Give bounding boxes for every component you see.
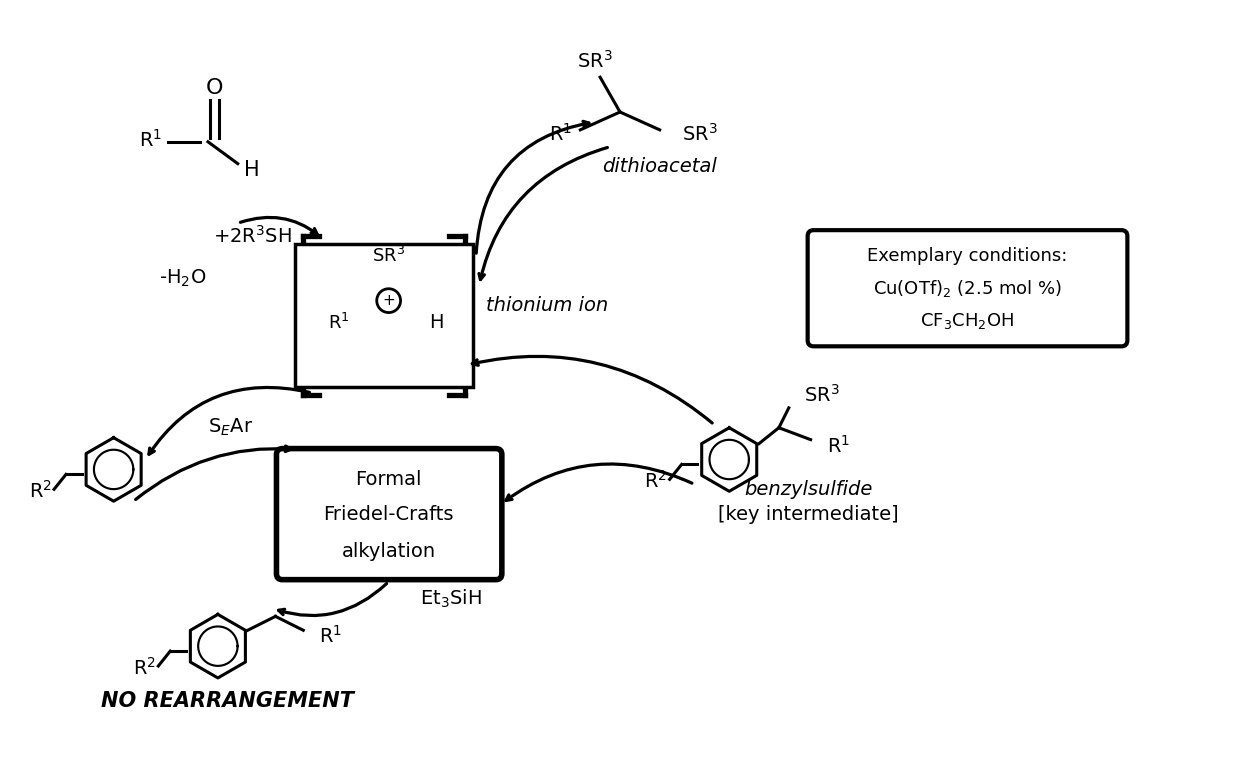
Text: Exemplary conditions:: Exemplary conditions:	[867, 247, 1068, 265]
Text: R$^1$: R$^1$	[319, 626, 342, 647]
Text: [key intermediate]: [key intermediate]	[718, 505, 899, 523]
Text: CF$_3$CH$_2$OH: CF$_3$CH$_2$OH	[920, 311, 1014, 330]
Text: O: O	[206, 78, 223, 98]
Text: +: +	[382, 293, 396, 308]
Text: R$^1$: R$^1$	[329, 312, 350, 333]
Text: S$_E$Ar: S$_E$Ar	[208, 417, 253, 438]
Text: Cu(OTf)$_2$ (2.5 mol %): Cu(OTf)$_2$ (2.5 mol %)	[873, 278, 1063, 299]
Text: SR$^3$: SR$^3$	[804, 384, 839, 406]
Text: R$^2$: R$^2$	[29, 480, 52, 502]
Text: SR$^3$: SR$^3$	[372, 246, 405, 266]
Text: R$^2$: R$^2$	[645, 470, 667, 492]
FancyBboxPatch shape	[295, 244, 472, 387]
Text: H: H	[244, 159, 259, 180]
Text: H: H	[429, 313, 444, 332]
Text: Formal: Formal	[356, 470, 422, 489]
Text: R$^1$: R$^1$	[139, 129, 162, 151]
Text: Et$_3$SiH: Et$_3$SiH	[420, 587, 482, 610]
Text: R$^1$: R$^1$	[827, 435, 849, 457]
Text: -H$_2$O: -H$_2$O	[160, 268, 207, 290]
Text: benzylsulfide: benzylsulfide	[744, 480, 873, 499]
Text: SR$^3$: SR$^3$	[578, 49, 613, 71]
FancyBboxPatch shape	[807, 230, 1127, 346]
Text: thionium ion: thionium ion	[486, 296, 608, 315]
Text: R$^1$: R$^1$	[549, 123, 572, 144]
Text: R$^2$: R$^2$	[133, 657, 156, 679]
Text: +2R$^3$SH: +2R$^3$SH	[213, 225, 291, 247]
FancyBboxPatch shape	[277, 448, 502, 580]
Text: SR$^3$: SR$^3$	[682, 123, 717, 144]
Text: Friedel-Crafts: Friedel-Crafts	[324, 505, 454, 523]
Text: alkylation: alkylation	[341, 542, 435, 562]
Text: NO REARRANGEMENT: NO REARRANGEMENT	[102, 690, 355, 711]
Text: dithioacetal: dithioacetal	[603, 157, 717, 176]
